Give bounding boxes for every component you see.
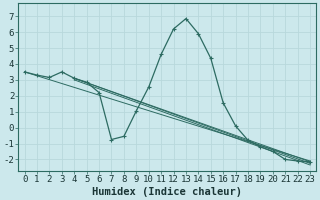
X-axis label: Humidex (Indice chaleur): Humidex (Indice chaleur) <box>92 186 242 197</box>
